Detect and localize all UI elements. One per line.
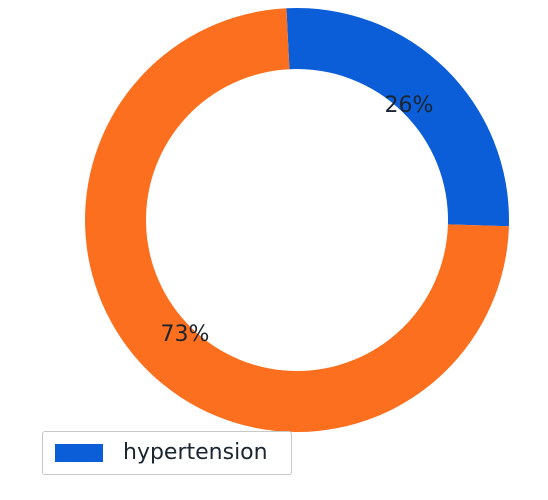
donut-slice-1 — [286, 8, 509, 227]
legend-swatch-hypertension — [55, 444, 103, 462]
donut-slices — [85, 8, 509, 432]
legend: hypertension — [42, 431, 292, 475]
slice-label-1: 26% — [385, 93, 434, 118]
slice-label-2: 73% — [161, 322, 210, 347]
legend-label-hypertension: hypertension — [123, 440, 268, 465]
slice-labels: 26% 73% — [161, 93, 434, 347]
